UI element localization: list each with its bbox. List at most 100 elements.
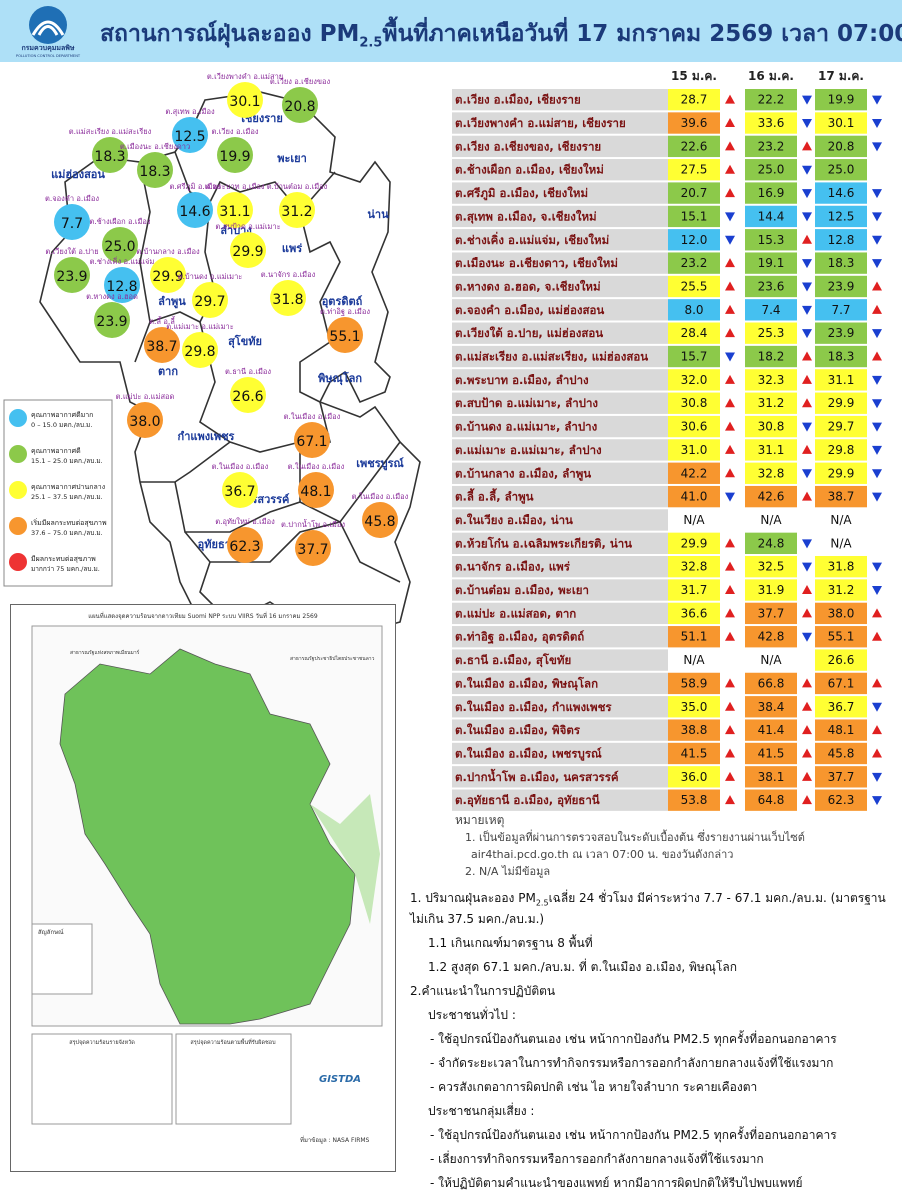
value: N/A [683,513,705,527]
marker-label: ต.หางดง อ.ฮอด [86,292,138,301]
value-cell [815,602,867,625]
value: 19.1 [758,256,785,270]
marker [54,204,90,240]
value: 14.6 [828,186,855,200]
value: 7.7 [831,303,850,317]
value: 23.9 [828,279,855,293]
marker [54,257,90,293]
value: 29.8 [828,443,855,457]
value: 23.2 [758,139,785,153]
province-label: อุตรดิตถ์ [322,295,363,309]
trend-down [872,399,882,409]
value: 41.4 [758,723,785,737]
legend-label: มีผลกระทบต่อสุขภาพ [31,555,96,563]
station-name: ต.ในเมือง อ.เมือง, พิจิตร [455,723,581,737]
advice-item: - จำกัดระยะเวลาในการทำกิจกรรมหรือการออกก… [430,1056,834,1071]
trend-up [872,351,882,361]
trend-up [802,678,812,688]
station-cell [452,766,668,788]
value: 20.7 [681,186,708,200]
satellite-info-box [31,1033,173,1125]
province-border [299,441,401,524]
marker [192,282,228,318]
province-label: พิษณุโลก [318,371,362,386]
value-cell [668,742,720,765]
title-subscript: 2.5 [359,35,383,51]
station-name: ต.ธานี อ.เมือง, สุโขทัย [455,652,571,668]
logo-name-en: POLLUTION CONTROL DEPARTMENT [16,54,81,58]
station-name: ต.ในเมือง อ.เมือง, กำแพงเพชร [455,700,612,714]
legend-swatch [9,517,27,535]
province-border [140,441,231,483]
value-cell [745,205,797,228]
station-name: ต.ลี้ อ.ลี้, ลำพูน [455,488,534,505]
station-name: ต.บ้านดง อ.แม่เมาะ, ลำปาง [455,420,598,434]
station-cell [452,556,668,578]
station-cell [452,112,668,134]
marker-label: ต.เวียงใต้ อ.ปาย [45,247,98,256]
marker-value: 18.3 [94,149,125,165]
marker [279,192,315,228]
trend-down [872,422,882,432]
marker-value: 29.9 [152,269,183,285]
province-label: กำแพงเพชร [178,430,235,443]
value-cell [815,766,867,788]
value: N/A [760,513,782,527]
value-cell [668,532,720,554]
marker-label: ต.เมืองนะ อ.เชียงดาว [120,142,190,151]
value-cell [815,229,867,251]
trend-up [725,771,735,781]
marker-label: ต.บ้านต๋อม อ.เมือง [267,182,328,191]
value-cell [745,532,797,554]
value-cell [668,556,720,578]
title-text: พื้นที่ภาคเหนือวันที่ 17 มกราคม 2569 เวล… [382,21,902,47]
value-cell [668,789,720,811]
trend-up [725,398,735,408]
marker [270,280,306,316]
trend-up [802,608,812,618]
value: 15.3 [758,233,785,247]
station-cell [452,392,668,414]
value: 42.2 [681,466,708,480]
value-cell [668,135,720,158]
value: 31.0 [681,443,708,457]
station-name: ต.ช้างเผือก อ.เมือง, เชียงใหม่ [455,163,604,177]
legend-label: คุณภาพอากาศดีมาก [31,411,93,419]
marker-label: ต.ในเมือง อ.เมือง [288,462,345,471]
value-cell [668,626,720,648]
value-cell [745,485,797,508]
value: 7.4 [761,303,780,317]
value: 36.7 [828,700,855,714]
marker-label: ต.จองคำ อ.เมือง [45,194,99,203]
marker [150,257,186,293]
value-cell [815,89,867,111]
marker-label: ต.ท่าอิฐ อ.เมือง [320,307,370,316]
value: 31.1 [758,443,785,457]
note-line: 1. เป็นข้อมูลที่ผ่านการตรวจสอบในระดับเบื… [465,831,805,844]
value: 29.7 [828,420,855,434]
value-cell [745,392,797,414]
value: N/A [830,536,852,550]
value-cell [668,299,720,321]
station-cell [452,509,668,531]
legend-swatch [9,409,27,427]
value-cell [745,415,797,438]
station-name: ต.ห้วยโก๋น อ.เฉลิมพระเกียรติ, น่าน [455,535,632,550]
marker [217,192,253,228]
value: 41.0 [681,490,708,504]
legend-range: 15.1 – 25.0 มคก./ลบ.ม. [31,457,103,465]
station-cell [452,415,668,438]
trend-down [872,119,882,129]
trend-down [872,329,882,339]
trend-down [802,259,812,269]
trend-up [725,561,735,571]
value: 51.1 [681,630,708,644]
value-cell [668,392,720,414]
marker-value: 55.1 [329,329,360,345]
value: 12.5 [828,209,855,223]
value: 25.3 [758,326,785,340]
marker-value: 12.8 [106,279,137,295]
station-name: ต.สบป้าด อ.แม่เมาะ, ลำปาง [455,396,598,410]
value-cell [815,672,867,695]
value: 39.6 [681,116,708,130]
